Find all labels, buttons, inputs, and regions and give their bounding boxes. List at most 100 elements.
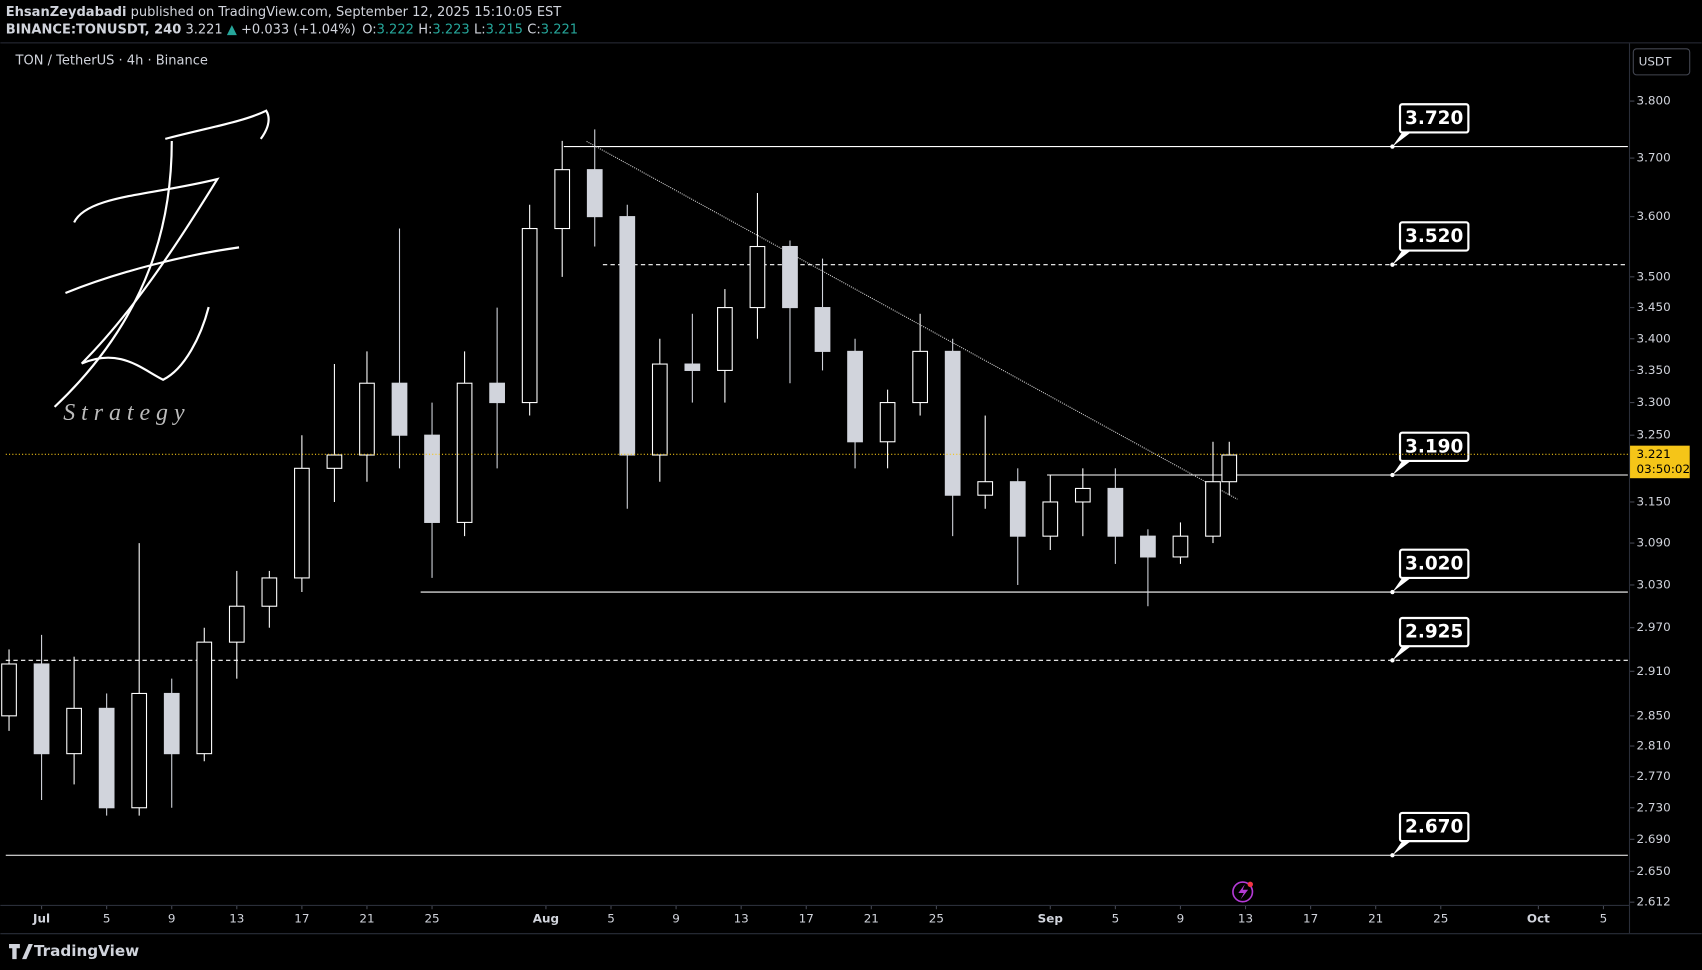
ohlc-value: 3.222 bbox=[377, 22, 414, 37]
candle-body bbox=[912, 350, 928, 404]
y-tick-label: 2.850 bbox=[1637, 708, 1671, 722]
brand-logo bbox=[9, 943, 33, 960]
change: +0.033 (+1.04%) bbox=[241, 22, 356, 37]
level-label: 3.720 bbox=[1405, 108, 1463, 129]
y-tick-label: 2.650 bbox=[1637, 864, 1671, 878]
candle-body bbox=[619, 216, 636, 456]
x-tick-label: Oct bbox=[1527, 912, 1550, 926]
level-box bbox=[1398, 221, 1470, 252]
symbol: BINANCE:TONUSDT, 240 bbox=[6, 22, 182, 37]
candle-body bbox=[456, 382, 473, 523]
candle-body bbox=[163, 692, 180, 755]
candle-body bbox=[586, 169, 603, 218]
published: published on TradingView.com, September … bbox=[131, 4, 562, 19]
candle-body bbox=[944, 350, 961, 496]
x-tick-label: 21 bbox=[1368, 912, 1383, 926]
ohlc-value: 3.221 bbox=[541, 22, 578, 37]
header-line: EhsanZeydabadi published on TradingView.… bbox=[6, 4, 562, 19]
x-tick-label: 17 bbox=[799, 912, 814, 926]
x-tick-label: 5 bbox=[607, 912, 615, 926]
level-box bbox=[1398, 811, 1470, 843]
ohlc-label: O: bbox=[362, 22, 376, 37]
anchor-dot bbox=[1390, 144, 1395, 149]
candle-body bbox=[977, 481, 994, 496]
candle-body bbox=[782, 245, 798, 309]
y-tick-label: 3.090 bbox=[1637, 536, 1671, 550]
arrow: ▲ bbox=[227, 22, 237, 37]
y-tick-label: 2.612 bbox=[1637, 895, 1671, 909]
ticker-line: BINANCE:TONUSDT, 240 3.221 ▲ +0.033 (+1.… bbox=[6, 22, 578, 37]
last-price-label: 3.221 bbox=[1637, 447, 1671, 461]
currency-button[interactable] bbox=[1632, 48, 1691, 76]
candle-body bbox=[684, 363, 701, 371]
x-tick-label: 5 bbox=[1600, 912, 1608, 926]
candle-body bbox=[1009, 481, 1026, 537]
level-label: 3.190 bbox=[1405, 436, 1463, 457]
y-tick-label: 2.810 bbox=[1637, 739, 1671, 753]
candle-body bbox=[261, 577, 278, 607]
y-tick-label: 2.970 bbox=[1637, 620, 1671, 634]
x-tick-label: 9 bbox=[1177, 912, 1185, 926]
level-label: 2.925 bbox=[1405, 622, 1463, 643]
y-tick-label: 3.600 bbox=[1637, 209, 1671, 223]
ohlc-label: H: bbox=[418, 22, 432, 37]
x-tick-label: 21 bbox=[864, 912, 879, 926]
candle-body bbox=[1074, 487, 1091, 503]
x-tick-label: 9 bbox=[168, 912, 176, 926]
ohlc-value: 3.215 bbox=[486, 22, 523, 37]
y-tick-label: 3.700 bbox=[1637, 151, 1671, 165]
callout-pointer bbox=[1392, 841, 1411, 856]
x-tick-label: 5 bbox=[103, 912, 111, 926]
watermark: S t r a t e g y bbox=[63, 400, 185, 426]
y-tick-label: 3.400 bbox=[1637, 331, 1671, 345]
last-price-box bbox=[1630, 445, 1690, 479]
candle-body bbox=[847, 350, 863, 443]
candle-body bbox=[879, 402, 896, 443]
symbol-title: TON / TetherUS · 4h · Binance bbox=[15, 53, 208, 68]
candle-body bbox=[33, 663, 50, 755]
y-tick-label: 3.300 bbox=[1637, 395, 1671, 409]
candle-body bbox=[651, 363, 668, 456]
signature-stroke bbox=[73, 177, 220, 381]
y-tick-label: 3.030 bbox=[1637, 577, 1671, 591]
signature-stroke bbox=[65, 246, 240, 294]
y-tick-label: 3.350 bbox=[1637, 363, 1671, 377]
x-tick-label: 25 bbox=[929, 912, 944, 926]
level-label: 2.670 bbox=[1405, 817, 1463, 838]
x-tick-label: 13 bbox=[229, 912, 244, 926]
x-tick-label: 13 bbox=[1238, 912, 1253, 926]
candle-body bbox=[196, 641, 213, 755]
callout-pointer bbox=[1392, 646, 1411, 661]
candle-body bbox=[554, 169, 571, 230]
candle-body bbox=[66, 707, 82, 755]
candle-body bbox=[489, 382, 505, 404]
ohlc-label: C: bbox=[527, 22, 540, 37]
signature-stroke bbox=[164, 109, 270, 140]
ohlc-label: L: bbox=[474, 22, 486, 37]
signature-logo bbox=[53, 109, 270, 408]
brand: TradingView bbox=[34, 942, 139, 960]
y-tick-label: 3.800 bbox=[1637, 94, 1671, 108]
signature-stroke bbox=[53, 141, 173, 408]
x-tick-label: 17 bbox=[1303, 912, 1318, 926]
y-tick-label: 2.910 bbox=[1637, 664, 1671, 678]
y-tick-label: 3.500 bbox=[1637, 269, 1671, 283]
candle-body bbox=[1, 663, 17, 717]
level-label: 3.520 bbox=[1405, 226, 1463, 247]
candle-body bbox=[391, 382, 408, 436]
level-label: 3.020 bbox=[1405, 553, 1463, 574]
x-tick-label: 5 bbox=[1112, 912, 1120, 926]
x-tick-label: 17 bbox=[294, 912, 309, 926]
candle-body bbox=[131, 692, 148, 809]
x-tick-label: Aug bbox=[533, 912, 559, 926]
ohlc-value: 3.223 bbox=[432, 22, 469, 37]
candle-body bbox=[717, 307, 733, 371]
level-box bbox=[1398, 616, 1470, 648]
anchor-dot bbox=[1390, 472, 1395, 478]
candle-body bbox=[1172, 535, 1189, 558]
flash-icon[interactable] bbox=[1232, 881, 1254, 903]
level-box bbox=[1398, 548, 1470, 580]
x-tick-label: 13 bbox=[734, 912, 749, 926]
candle-body bbox=[1107, 487, 1124, 537]
